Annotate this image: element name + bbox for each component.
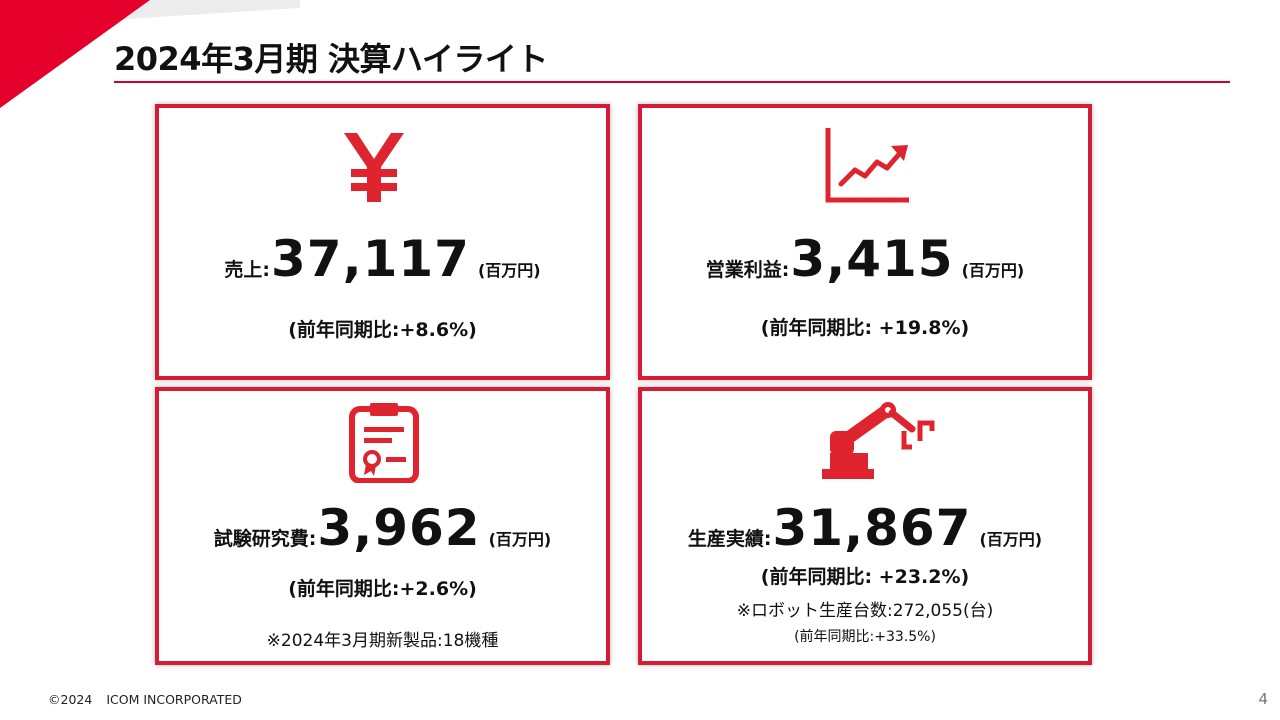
sales-figure-row: 売上: 37,117 (百万円) bbox=[159, 230, 606, 288]
rnd-card: 試験研究費: 3,962 (百万円) (前年同期比:+2.6%) ※2024年3… bbox=[155, 387, 610, 665]
yen-icon bbox=[344, 133, 404, 202]
title-underline bbox=[114, 81, 1230, 83]
rnd-figure-row: 試験研究費: 3,962 (百万円) bbox=[159, 499, 606, 557]
sales-value: 37,117 bbox=[271, 230, 470, 288]
operating-profit-unit: (百万円) bbox=[961, 261, 1025, 280]
corner-decoration bbox=[0, 0, 300, 108]
company-name: ICOM INCORPORATED bbox=[106, 692, 242, 707]
operating-profit-value: 3,415 bbox=[790, 230, 954, 288]
sales-card: 売上: 37,117 (百万円) (前年同期比:+8.6%) bbox=[155, 104, 610, 380]
operating-profit-yoy: (前年同期比: +19.8%) bbox=[760, 317, 970, 339]
page-title: 2024年3月期 決算ハイライト bbox=[114, 40, 548, 78]
rnd-unit: (百万円) bbox=[488, 530, 552, 549]
copyright-text: ©2024 bbox=[48, 692, 93, 707]
operating-profit-label: 営業利益: bbox=[705, 259, 790, 281]
robot-units-note: ※ロボット生産台数:272,055(台) bbox=[736, 601, 994, 621]
production-value: 31,867 bbox=[772, 499, 972, 557]
operating-profit-card: 営業利益: 3,415 (百万円) (前年同期比: +19.8%) bbox=[638, 104, 1092, 380]
rising-chart-icon bbox=[825, 128, 909, 203]
page-number: 4 bbox=[1258, 690, 1268, 708]
robot-units-yoy: (前年同期比:+33.5%) bbox=[794, 629, 936, 645]
certificate-clipboard-icon bbox=[349, 403, 419, 483]
production-yoy: (前年同期比: +23.2%) bbox=[760, 566, 970, 588]
production-card: 生産実績: 31,867 (百万円) (前年同期比: +23.2%) ※ロボット… bbox=[638, 387, 1092, 665]
rnd-value: 3,962 bbox=[317, 499, 481, 557]
footer-copyright: ©2024 ICOM INCORPORATED bbox=[48, 692, 242, 707]
robot-arm-icon bbox=[822, 402, 935, 479]
production-label: 生産実績: bbox=[687, 528, 772, 550]
sales-unit: (百万円) bbox=[477, 261, 541, 280]
production-figure-row: 生産実績: 31,867 (百万円) bbox=[642, 499, 1088, 557]
sales-yoy: (前年同期比:+8.6%) bbox=[288, 319, 477, 341]
sales-label: 売上: bbox=[224, 259, 270, 281]
operating-profit-figure-row: 営業利益: 3,415 (百万円) bbox=[642, 230, 1088, 288]
rnd-new-products-note: ※2024年3月期新製品:18機種 bbox=[266, 631, 499, 651]
production-unit: (百万円) bbox=[979, 530, 1043, 549]
rnd-label: 試験研究費: bbox=[213, 528, 317, 550]
rnd-yoy: (前年同期比:+2.6%) bbox=[288, 578, 477, 600]
